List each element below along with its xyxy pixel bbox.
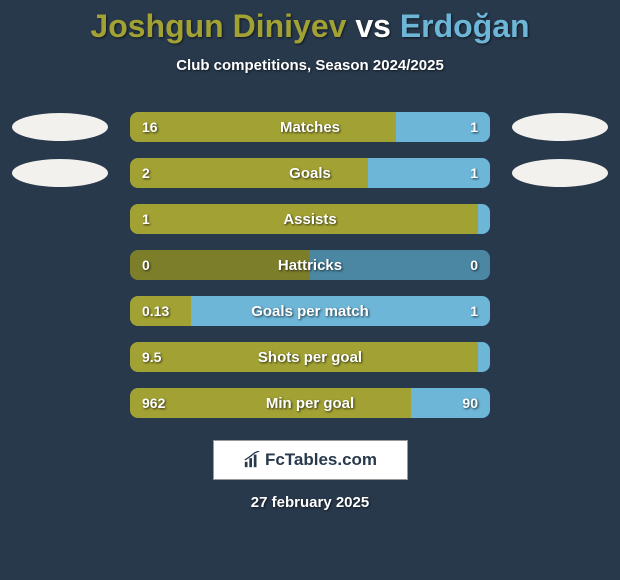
title: Joshgun Diniyev vs Erdoğan [0,8,620,45]
team-oval-left [12,113,108,141]
title-player2: Erdoğan [400,8,530,44]
logo-text: FcTables.com [243,450,377,470]
stat-bar-left: 2 [130,158,368,188]
stat-bar-right [478,204,490,234]
stat-bar-right [478,342,490,372]
stat-label: Assists [283,211,336,228]
stat-row: 1 Assists [0,204,620,234]
stat-row: 2 1 Goals [0,158,620,188]
date: 27 february 2025 [0,494,620,511]
stat-rows: 16 1 Matches 2 1 Goals 1 Assists 0 0 Hattricks 0.13… [0,112,620,418]
stat-value-right: 1 [470,119,478,135]
stat-value-left: 1 [142,211,150,227]
stat-row: 16 1 Matches [0,112,620,142]
stat-bar: 0 0 Hattricks [130,250,490,280]
comparison-infographic: Joshgun Diniyev vs Erdoğan Club competit… [0,0,620,580]
stat-bar: 962 90 Min per goal [130,388,490,418]
chart-icon [243,451,261,469]
team-oval-right [512,113,608,141]
subtitle: Club competitions, Season 2024/2025 [0,57,620,74]
stat-value-right: 0 [470,257,478,273]
stat-value-right: 90 [462,395,478,411]
team-oval-right [512,159,608,187]
stat-row: 0.13 1 Goals per match [0,296,620,326]
stat-label: Goals [289,165,331,182]
title-separator: vs [346,8,399,44]
stat-bar-right: 90 [411,388,490,418]
stat-row: 0 0 Hattricks [0,250,620,280]
stat-label: Goals per match [251,303,369,320]
stat-value-left: 0 [142,257,150,273]
stat-bar: 9.5 Shots per goal [130,342,490,372]
stat-label: Min per goal [266,395,354,412]
stat-bar: 1 Assists [130,204,490,234]
stat-bar-right: 1 [368,158,490,188]
stat-bar: 2 1 Goals [130,158,490,188]
stat-value-right: 1 [470,165,478,181]
stat-value-left: 2 [142,165,150,181]
stat-label: Shots per goal [258,349,362,366]
stat-bar: 0.13 1 Goals per match [130,296,490,326]
stat-value-right: 1 [470,303,478,319]
stat-bar-left: 0.13 [130,296,191,326]
stat-bar-right: 1 [396,112,490,142]
stat-value-left: 0.13 [142,303,169,319]
logo-label: FcTables.com [265,450,377,470]
stat-row: 9.5 Shots per goal [0,342,620,372]
logo-box: FcTables.com [213,440,408,480]
stat-value-left: 16 [142,119,158,135]
stat-bar-left: 16 [130,112,396,142]
team-oval-left [12,159,108,187]
stat-value-left: 9.5 [142,349,161,365]
stat-row: 962 90 Min per goal [0,388,620,418]
stat-bar: 16 1 Matches [130,112,490,142]
stat-label: Matches [280,119,340,136]
stat-value-left: 962 [142,395,165,411]
stat-label: Hattricks [278,257,342,274]
title-player1: Joshgun Diniyev [90,8,346,44]
